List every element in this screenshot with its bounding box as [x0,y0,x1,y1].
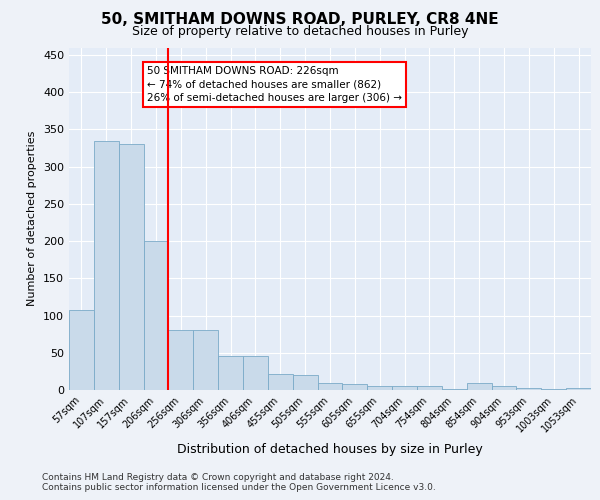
Bar [566,388,591,390]
Bar [491,386,517,390]
Bar [442,388,467,390]
Bar [193,330,218,390]
Bar [218,356,243,390]
Text: 50 SMITHAM DOWNS ROAD: 226sqm
← 74% of detached houses are smaller (862)
26% of : 50 SMITHAM DOWNS ROAD: 226sqm ← 74% of d… [148,66,403,102]
Text: Contains HM Land Registry data © Crown copyright and database right 2024.: Contains HM Land Registry data © Crown c… [42,474,394,482]
Text: Size of property relative to detached houses in Purley: Size of property relative to detached ho… [132,25,468,38]
Text: Contains public sector information licensed under the Open Government Licence v3: Contains public sector information licen… [42,484,436,492]
Text: 50, SMITHAM DOWNS ROAD, PURLEY, CR8 4NE: 50, SMITHAM DOWNS ROAD, PURLEY, CR8 4NE [101,12,499,28]
Bar [392,386,417,390]
Bar [417,386,442,390]
Bar [119,144,143,390]
Bar [69,310,94,390]
Bar [343,384,367,390]
Y-axis label: Number of detached properties: Number of detached properties [28,131,37,306]
Bar [169,330,193,390]
Bar [143,241,169,390]
Bar [517,388,541,390]
Bar [467,382,491,390]
Bar [94,140,119,390]
Bar [268,374,293,390]
Bar [243,356,268,390]
Bar [293,375,317,390]
Text: Distribution of detached houses by size in Purley: Distribution of detached houses by size … [177,442,483,456]
Bar [367,386,392,390]
Bar [317,382,343,390]
